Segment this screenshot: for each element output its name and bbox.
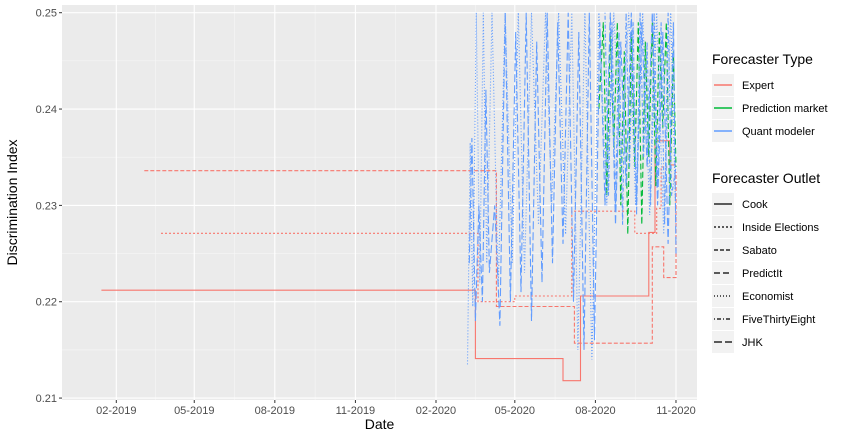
y-tick-label: 0.24 bbox=[36, 104, 57, 116]
legend-title-outlet: Forecaster Outlet bbox=[712, 170, 820, 186]
series-line-jhk bbox=[468, 12, 677, 350]
y-axis: 0.21 0.22 0.23 0.24 0.25 bbox=[36, 8, 62, 405]
plot-panel bbox=[62, 5, 697, 400]
legend: Forecaster Type Expert Prediction market Qu… bbox=[712, 51, 828, 353]
y-tick-label: 0.25 bbox=[36, 8, 57, 20]
x-axis: 02-2019 05-2019 08-2019 11-2019 02-2020 05-20… bbox=[96, 400, 696, 417]
x-tick-label: 02-2020 bbox=[416, 405, 456, 417]
x-tick-label: 11-2020 bbox=[656, 405, 696, 417]
y-tick-label: 0.23 bbox=[36, 200, 57, 212]
series-line-cook bbox=[101, 140, 676, 382]
x-tick-label: 02-2019 bbox=[96, 405, 136, 417]
legend-title-type: Forecaster Type bbox=[712, 51, 813, 67]
y-axis-label: Discrimination Index bbox=[4, 139, 20, 265]
legend-entry: Prediction market bbox=[742, 103, 828, 115]
y-tick-label: 0.21 bbox=[36, 393, 57, 405]
legend-entry: FiveThirtyEight bbox=[742, 314, 815, 326]
legend-entry: Quant modeler bbox=[742, 126, 815, 138]
legend-entry: PredictIt bbox=[742, 268, 782, 280]
y-tick-label: 0.22 bbox=[36, 297, 57, 309]
legend-entry: Economist bbox=[742, 291, 793, 303]
legend-entry: Cook bbox=[742, 199, 768, 211]
x-tick-label: 05-2020 bbox=[495, 405, 535, 417]
x-tick-label: 08-2019 bbox=[255, 405, 295, 417]
legend-entry: Sabato bbox=[742, 245, 777, 257]
series-lines bbox=[101, 12, 677, 382]
series-line-fivethirtyeight bbox=[604, 12, 677, 225]
legend-entry: Inside Elections bbox=[742, 222, 820, 234]
series-line-predictit bbox=[598, 22, 677, 235]
legend-entry: Expert bbox=[742, 80, 774, 92]
legend-entry: JHK bbox=[742, 337, 763, 349]
x-tick-label: 05-2019 bbox=[174, 405, 214, 417]
x-tick-label: 11-2019 bbox=[336, 405, 376, 417]
legend-key bbox=[712, 331, 734, 353]
series-line-sabato bbox=[144, 170, 677, 344]
x-tick-label: 08-2020 bbox=[575, 405, 615, 417]
x-axis-label: Date bbox=[365, 416, 395, 432]
grid bbox=[62, 5, 697, 400]
